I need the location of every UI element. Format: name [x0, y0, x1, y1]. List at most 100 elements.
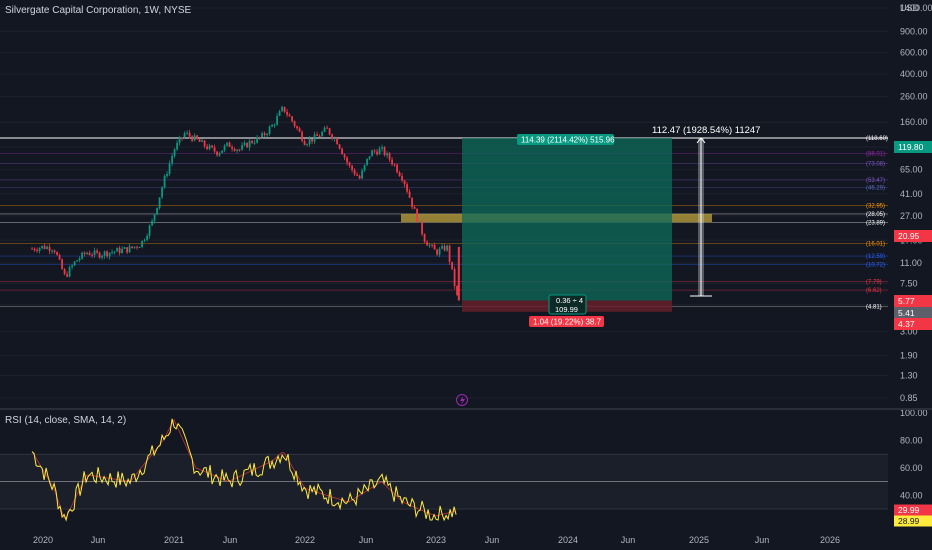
candle-body: [436, 249, 438, 255]
candle-body: [333, 138, 336, 140]
candle-body: [366, 158, 368, 165]
candle-body: [456, 285, 458, 295]
candle-body: [128, 246, 131, 253]
time-tick-label: Jun: [755, 535, 770, 545]
candle-body: [438, 248, 441, 255]
candle-body: [303, 140, 306, 146]
candle-body: [236, 149, 238, 151]
candle-body: [401, 176, 403, 181]
candle-body: [221, 150, 223, 153]
candle-body: [283, 106, 286, 112]
price-badge: 5.41: [898, 308, 915, 318]
candle-body: [441, 245, 443, 249]
candle-body: [301, 131, 303, 141]
candle-body: [108, 252, 111, 257]
price-chart-svg[interactable]: (118.60) (88.01) (73.08) (53.47) (46.29) (32.…: [0, 0, 888, 408]
candle-body: [451, 261, 453, 270]
candle-body: [93, 250, 96, 256]
level-label: (73.08): [866, 161, 885, 167]
ratio-label-line1: 0.36 ÷ 4: [556, 296, 583, 305]
candle-body: [376, 151, 378, 155]
candle-body: [201, 140, 203, 142]
time-tick-label: Jun: [621, 535, 636, 545]
candle-body: [173, 149, 176, 156]
rsi-tick-label: 100.00: [900, 410, 928, 418]
price-badge: 20.95: [898, 231, 920, 241]
pane-divider[interactable]: [0, 408, 932, 410]
candle-body: [63, 269, 66, 275]
candle-body: [216, 151, 218, 156]
candle-body: [421, 221, 423, 235]
price-tick-label: 160.00: [900, 117, 928, 127]
price-tick-label: 27.00: [900, 211, 923, 221]
candle-body: [53, 250, 56, 253]
candle-body: [198, 139, 201, 142]
price-tick-label: 600.00: [900, 48, 928, 58]
price-badge-bg: [894, 318, 932, 330]
candle-body: [363, 164, 366, 171]
candle-body: [321, 131, 323, 137]
candle-body: [311, 138, 313, 142]
candle-body: [141, 240, 143, 247]
candle-body: [418, 221, 421, 223]
candle-body: [313, 134, 316, 142]
time-axis[interactable]: 2020 Jun 2021 Jun 2022 Jun 2023 Jun 2024 Jun 2025 J…: [0, 529, 888, 550]
candle-body: [51, 250, 53, 252]
time-tick-label: Jun: [223, 535, 238, 545]
candle-body: [131, 246, 133, 248]
candle-body: [246, 142, 248, 148]
candle-body: [276, 115, 278, 125]
symbol-legend[interactable]: Silvergate Capital Corporation, 1W, NYSE: [5, 5, 192, 16]
level-label: (23.89): [866, 220, 885, 226]
candle-body: [193, 135, 196, 141]
rsi-badge: 28.99: [898, 516, 920, 526]
candle-body: [278, 111, 281, 116]
candle-body: [386, 153, 388, 156]
candle-body: [143, 239, 146, 241]
candle-body: [433, 244, 436, 250]
rsi-chart-svg[interactable]: [0, 410, 888, 529]
candle-body: [158, 197, 161, 208]
target-zone: [462, 137, 672, 301]
candle-body: [243, 142, 246, 146]
candle-body: [43, 245, 46, 249]
candle-body: [406, 184, 408, 192]
candle-body: [373, 150, 376, 152]
candle-body: [153, 214, 156, 221]
rsi-axis[interactable]: 100.00 80.00 60.00 40.00 29.99 28.99: [888, 410, 932, 529]
rsi-badge: 29.99: [898, 505, 920, 515]
candle-body: [183, 133, 186, 138]
candle-body: [148, 225, 151, 236]
candle-body: [118, 248, 121, 254]
candle-body: [371, 150, 373, 157]
price-tick-label: 3.00: [900, 327, 918, 337]
candle-body: [33, 248, 36, 251]
candle-body: [268, 126, 271, 135]
price-axis[interactable]: 1400.00900.00600.00400.00260.00160.00100…: [888, 0, 932, 408]
candle-body: [388, 153, 391, 160]
candle-body: [431, 244, 433, 246]
rsi-tick-label: 60.00: [900, 463, 923, 473]
candle-body: [31, 248, 33, 250]
candle-body: [428, 244, 431, 246]
price-axis-svg[interactable]: 1400.00900.00600.00400.00260.00160.00100…: [888, 0, 932, 408]
candle-body: [178, 137, 181, 143]
candle-body: [251, 140, 253, 143]
candle-body: [308, 138, 311, 145]
candle-body: [126, 247, 128, 253]
measure-arrow-icon: [696, 137, 706, 144]
candle-body: [448, 245, 451, 262]
candle-body: [191, 136, 193, 141]
price-chart-pane[interactable]: (118.60) (88.01) (73.08) (53.47) (46.29) (32.…: [0, 0, 888, 408]
candle-body: [266, 134, 268, 136]
level-label: (46.29): [866, 186, 885, 192]
candle-body: [291, 116, 293, 122]
rsi-pane[interactable]: RSI (14, close, SMA, 14, 2): [0, 410, 888, 529]
level-label: (16.01): [866, 241, 885, 247]
candle-body: [163, 175, 166, 188]
candle-body: [211, 145, 213, 148]
candle-body: [38, 248, 41, 252]
rsi-legend[interactable]: RSI (14, close, SMA, 14, 2): [5, 415, 127, 426]
stop-label-bg: [529, 316, 604, 327]
